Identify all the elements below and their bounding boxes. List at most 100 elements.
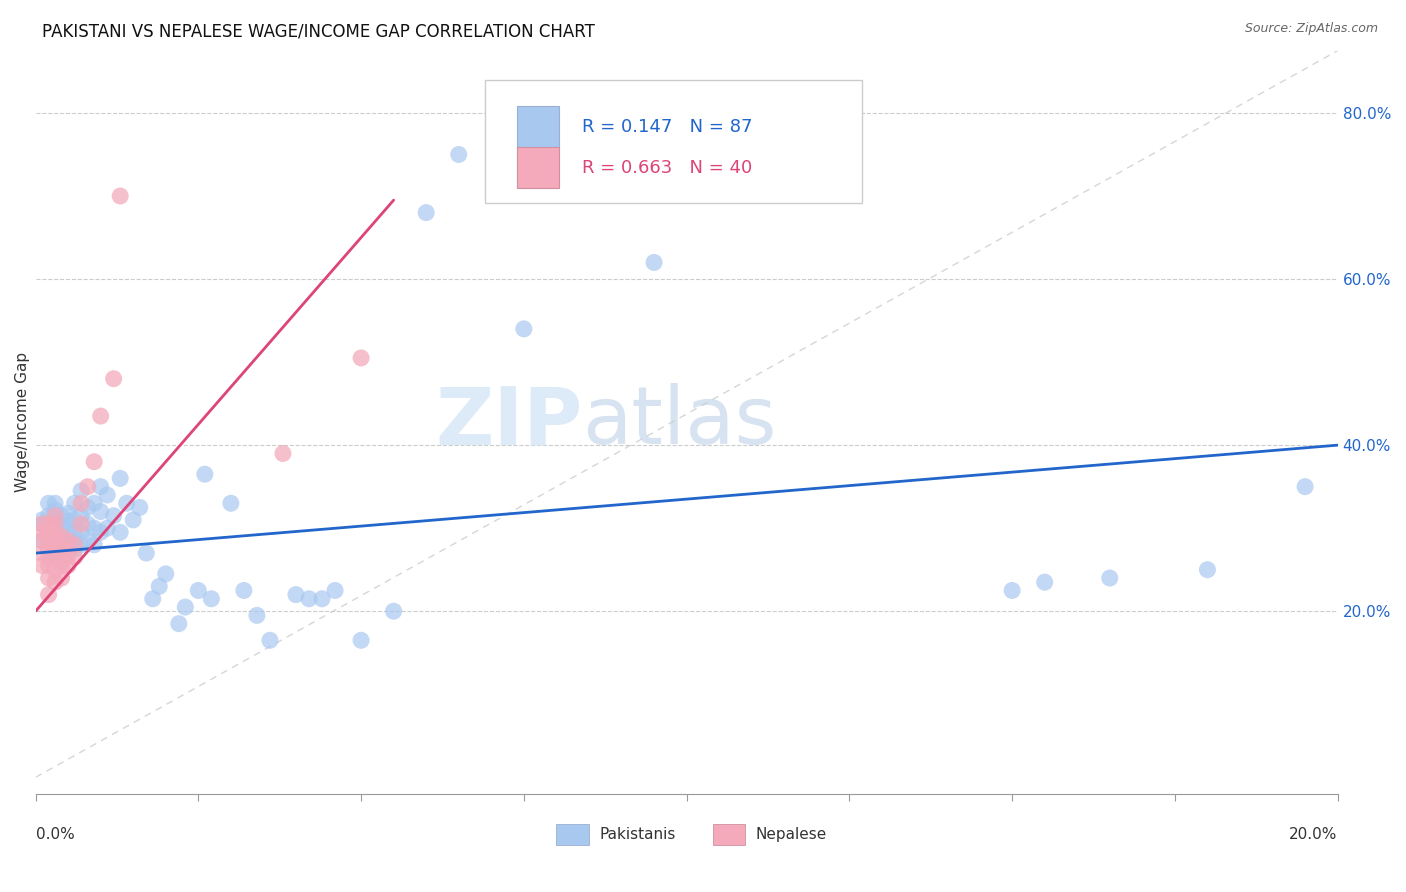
Point (31, 533, 53, 548)
FancyBboxPatch shape (517, 106, 560, 147)
Point (38, 558, 60, 573)
Point (38, 508, 60, 523)
Point (51, 558, 73, 573)
Point (350, 633, 373, 648)
Point (51, 533, 73, 548)
Point (31, 546, 53, 560)
Point (44, 533, 66, 548)
Point (108, 189, 131, 203)
Point (38, 533, 60, 548)
Point (298, 591, 321, 606)
Point (56, 531, 79, 545)
Point (513, 322, 536, 336)
Point (90, 409, 112, 423)
Point (44, 540, 66, 554)
Point (51, 519, 73, 533)
Point (44, 515, 66, 529)
Y-axis label: Wage/Income Gap: Wage/Income Gap (15, 352, 30, 492)
Point (38, 550, 60, 565)
Point (63, 533, 86, 548)
Point (63, 541, 86, 556)
Point (83, 496, 105, 510)
Point (643, 255, 665, 269)
Point (63, 513, 86, 527)
Point (56, 548, 79, 562)
Point (44, 575, 66, 590)
Point (200, 591, 222, 606)
Point (38, 541, 60, 556)
Point (31, 516, 53, 531)
Point (56, 506, 79, 520)
Point (31, 525, 53, 540)
Point (38, 533, 60, 548)
Point (51, 554, 73, 568)
Point (70, 508, 93, 523)
Point (70, 483, 93, 498)
Point (382, 604, 405, 618)
Text: 20.0%: 20.0% (1289, 827, 1337, 842)
Point (83, 521, 105, 535)
Point (76, 533, 98, 548)
Point (90, 480, 112, 494)
Point (90, 505, 112, 519)
Point (1360, 438, 1382, 452)
Point (44, 528, 66, 542)
Point (51, 550, 73, 565)
Text: PAKISTANI VS NEPALESE WAGE/INCOME GAP CORRELATION CHART: PAKISTANI VS NEPALESE WAGE/INCOME GAP CO… (42, 22, 595, 40)
Point (285, 588, 308, 602)
FancyBboxPatch shape (713, 824, 745, 846)
Point (76, 500, 98, 515)
Point (51, 527, 73, 541)
Point (1197, 563, 1219, 577)
Point (63, 538, 86, 552)
Point (44, 503, 66, 517)
Point (1098, 571, 1121, 585)
Text: Pakistanis: Pakistanis (599, 827, 676, 842)
Point (1001, 583, 1024, 598)
Point (108, 471, 131, 485)
Point (44, 496, 66, 510)
Point (70, 496, 93, 510)
Point (103, 508, 125, 523)
Point (38, 516, 60, 531)
Point (38, 496, 60, 510)
FancyBboxPatch shape (557, 824, 589, 846)
Point (56, 533, 79, 548)
Point (76, 480, 98, 494)
Point (83, 455, 105, 469)
Point (44, 525, 66, 540)
Point (44, 550, 66, 565)
Point (103, 372, 125, 386)
Text: R = 0.147   N = 87: R = 0.147 N = 87 (582, 118, 754, 136)
Point (115, 496, 138, 510)
Point (271, 446, 294, 460)
Point (63, 550, 86, 565)
Point (56, 558, 79, 573)
Point (122, 513, 145, 527)
Point (51, 508, 73, 523)
Text: ZIP: ZIP (436, 384, 582, 461)
Point (44, 540, 66, 554)
Point (142, 591, 165, 606)
Text: Nepalese: Nepalese (755, 827, 827, 842)
Point (51, 571, 73, 585)
Point (167, 616, 190, 631)
Point (63, 496, 86, 510)
Point (415, 205, 437, 219)
Point (38, 525, 60, 540)
Text: 0.0%: 0.0% (35, 827, 75, 842)
Point (96, 488, 118, 502)
Point (187, 583, 209, 598)
Point (70, 538, 93, 552)
Point (174, 600, 197, 615)
Text: Source: ZipAtlas.com: Source: ZipAtlas.com (1244, 22, 1378, 36)
Point (44, 508, 66, 523)
Point (44, 546, 66, 560)
Point (70, 525, 93, 540)
Point (90, 525, 112, 540)
Point (44, 563, 66, 577)
Point (38, 541, 60, 556)
Point (44, 508, 66, 523)
Text: R = 0.663   N = 40: R = 0.663 N = 40 (582, 159, 752, 177)
Point (447, 147, 470, 161)
